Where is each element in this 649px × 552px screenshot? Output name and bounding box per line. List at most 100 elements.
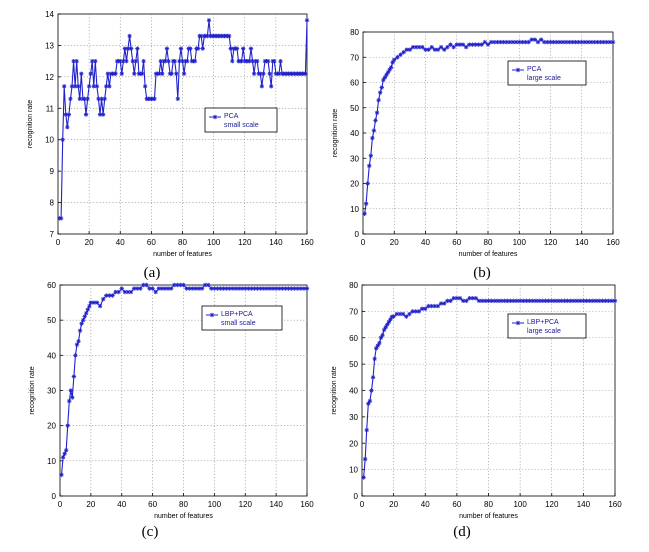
- data-point: [63, 112, 68, 117]
- data-point: [551, 39, 556, 45]
- data-point: [119, 71, 125, 76]
- data-point: [426, 47, 431, 52]
- data-point: [538, 37, 544, 42]
- data-point: [552, 298, 558, 304]
- data-point: [91, 300, 97, 305]
- data-point: [243, 286, 248, 291]
- y-tick-label: 60: [350, 79, 359, 88]
- data-point: [381, 77, 386, 83]
- data-point: [463, 44, 469, 50]
- data-point: [169, 71, 174, 76]
- data-point: [66, 112, 72, 117]
- data-point: [467, 42, 472, 47]
- data-point: [158, 58, 163, 64]
- data-point: [178, 282, 183, 288]
- data-point: [379, 85, 384, 90]
- data-point: [65, 124, 70, 130]
- y-axis-label: recognition rate: [331, 366, 338, 414]
- data-point: [417, 44, 422, 50]
- data-point: [152, 96, 157, 102]
- data-point: [226, 33, 232, 39]
- data-point: [58, 216, 64, 221]
- chart-panel-1: 0 20 40 60 80 100 120 140 160 0 10 20 30 40 50 60 70 80 nu…: [332, 28, 620, 281]
- data-point: [107, 84, 112, 89]
- data-point: [404, 314, 409, 319]
- data-point: [85, 96, 90, 102]
- data-point: [110, 293, 115, 298]
- data-point: [303, 71, 308, 76]
- x-tick-label: 120: [545, 500, 559, 509]
- data-point: [97, 303, 103, 309]
- data-point: [102, 96, 107, 102]
- data-point: [598, 39, 603, 45]
- data-point: [68, 388, 74, 393]
- data-point: [473, 42, 478, 47]
- x-tick-label: 120: [544, 238, 558, 247]
- data-point: [535, 39, 541, 45]
- data-point: [122, 46, 128, 51]
- x-tick-label: 20: [86, 500, 95, 509]
- data-point: [239, 286, 245, 291]
- data-point: [501, 39, 506, 45]
- data-point: [395, 55, 400, 60]
- data-point: [270, 286, 276, 291]
- x-tick-label: 0: [361, 238, 366, 247]
- legend-box: [204, 107, 278, 133]
- y-tick-label: 8: [50, 199, 55, 208]
- data-point: [116, 289, 121, 295]
- data-point: [555, 298, 561, 304]
- data-point: [261, 71, 266, 76]
- data-point: [118, 58, 123, 64]
- data-point: [604, 39, 609, 45]
- data-point: [603, 298, 608, 304]
- data-point: [560, 39, 566, 45]
- data-point: [370, 375, 376, 380]
- data-point: [545, 39, 550, 45]
- data-point: [153, 289, 158, 295]
- data-point: [584, 298, 589, 304]
- data-point: [264, 286, 270, 291]
- data-point: [228, 46, 233, 51]
- data-point: [530, 298, 535, 304]
- data-point: [377, 90, 383, 95]
- data-point: [132, 71, 137, 76]
- x-tick-label: 140: [269, 500, 283, 509]
- data-point: [521, 298, 526, 304]
- data-point: [165, 286, 171, 291]
- y-axis-label: recognition rate: [332, 109, 339, 157]
- x-axis-label: number of features: [459, 513, 518, 520]
- data-point: [77, 96, 82, 102]
- x-tick-label: 20: [389, 500, 398, 509]
- data-point: [79, 321, 84, 326]
- data-point: [156, 71, 162, 76]
- data-point: [76, 339, 81, 344]
- x-tick-label: 40: [421, 238, 430, 247]
- data-point: [147, 286, 152, 291]
- data-point: [227, 286, 233, 291]
- data-point: [585, 39, 591, 45]
- data-point: [362, 456, 368, 462]
- data-point: [607, 39, 613, 45]
- data-point: [76, 84, 81, 89]
- chart-panel-0: 0 20 40 60 80 100 120 140 160 7 8 9 10 11 12 13 14 number…: [27, 10, 314, 281]
- data-point: [416, 309, 422, 314]
- legend-marker-icon: [515, 320, 521, 326]
- data-point: [131, 286, 137, 291]
- data-point: [252, 286, 257, 291]
- data-point: [576, 39, 581, 45]
- data-point: [60, 455, 66, 460]
- x-tick-label: 20: [85, 238, 94, 247]
- data-point: [181, 282, 186, 288]
- data-point: [392, 57, 397, 62]
- data-point: [104, 84, 109, 89]
- x-tick-label: 60: [452, 500, 461, 509]
- data-point: [172, 282, 177, 288]
- data-point: [251, 71, 257, 76]
- y-tick-label: 40: [47, 351, 56, 360]
- data-point: [457, 295, 463, 301]
- panel-caption: (d): [453, 524, 471, 540]
- data-point: [269, 84, 274, 89]
- data-point: [258, 71, 263, 76]
- data-point: [128, 46, 134, 51]
- data-point: [442, 47, 447, 52]
